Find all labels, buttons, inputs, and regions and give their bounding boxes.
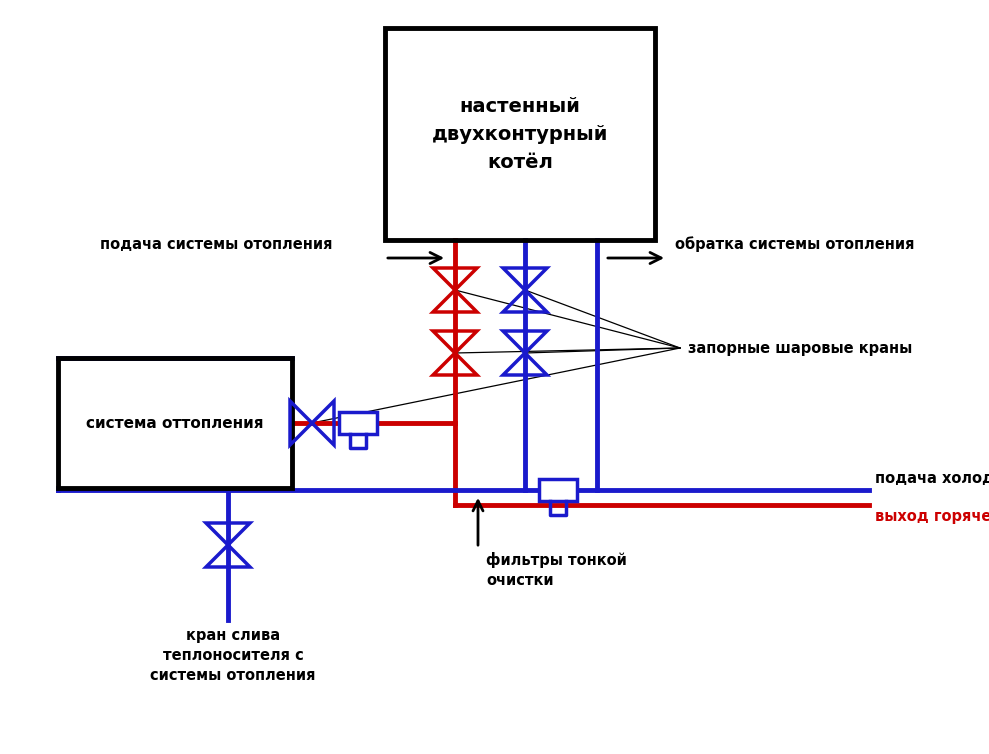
Text: система оттопления: система оттопления bbox=[86, 415, 264, 431]
Text: кран слива
теплоносителя с
системы отопления: кран слива теплоносителя с системы отопл… bbox=[150, 628, 315, 682]
Text: подача системы отопления: подача системы отопления bbox=[100, 237, 332, 252]
Bar bbox=[339, 412, 377, 434]
Bar bbox=[385, 28, 655, 240]
Text: выход горячей воды: выход горячей воды bbox=[875, 509, 989, 525]
Text: настенный
двухконтурный
котёл: настенный двухконтурный котёл bbox=[432, 97, 608, 171]
Bar bbox=[58, 358, 292, 488]
Text: запорные шаровые краны: запорные шаровые краны bbox=[688, 341, 912, 355]
Text: подача холодной воды: подача холодной воды bbox=[875, 471, 989, 486]
Text: обратка системы отопления: обратка системы отопления bbox=[675, 236, 915, 252]
Bar bbox=[539, 479, 577, 501]
Text: фильтры тонкой
очистки: фильтры тонкой очистки bbox=[486, 552, 627, 588]
